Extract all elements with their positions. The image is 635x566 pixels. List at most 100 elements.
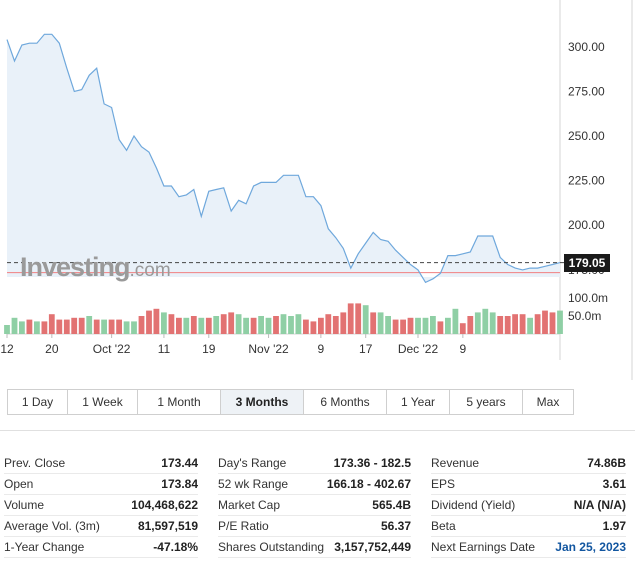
stat-value: 3,157,752,449 [334, 540, 411, 554]
volume-bar [41, 321, 48, 334]
volume-bar [11, 317, 18, 334]
volume-bar [48, 314, 55, 334]
period-1-week-button[interactable]: 1 Week [68, 390, 138, 414]
volume-bar [93, 319, 100, 334]
volume-bar [504, 316, 511, 334]
volume-bar [340, 312, 347, 334]
volume-bar [422, 317, 429, 334]
stat-label: Revenue [431, 456, 480, 470]
stat-row: Day's Range 173.36 - 182.5 [218, 453, 411, 474]
volume-bar [362, 305, 369, 334]
stats-column-1: Prev. Close 173.44 Open 173.84 Volume 104,468… [4, 453, 198, 558]
period-3-months-button[interactable]: 3 Months [221, 390, 304, 414]
stat-row: Dividend (Yield) N/A (N/A) [431, 495, 626, 516]
stats-column-3: Revenue 74.86B EPS 3.61 Dividend (Yield) N/A … [431, 453, 626, 558]
volume-bar [392, 319, 399, 334]
stat-row: Average Vol. (3m) 81,597,519 [4, 516, 198, 537]
logo-suffix: .com [129, 260, 171, 281]
price-chart[interactable]: 300.00275.00250.00225.00200.00175.00100.… [0, 0, 635, 440]
chart-canvas[interactable]: 300.00275.00250.00225.00200.00175.00100.… [0, 0, 635, 380]
stat-row: Open 173.84 [4, 474, 198, 495]
period-1-year-button[interactable]: 1 Year [387, 390, 450, 414]
volume-bar [303, 319, 309, 334]
volume-axis-tick-label: 50.0m [568, 309, 601, 323]
stat-value: 565.4B [372, 498, 411, 512]
stat-row: Prev. Close 173.44 [4, 453, 198, 474]
volume-bar [557, 310, 563, 334]
stat-value[interactable]: Jan 25, 2023 [555, 540, 626, 554]
y-axis-tick-label: 275.00 [568, 84, 605, 98]
stat-row: Volume 104,468,622 [4, 495, 198, 516]
stat-row: 52 wk Range 166.18 - 402.67 [218, 474, 411, 495]
stat-value: 173.84 [161, 477, 198, 491]
volume-bar [116, 319, 122, 334]
volume-bar [78, 317, 85, 334]
volume-bar [123, 321, 130, 334]
stat-label: Prev. Close [4, 456, 66, 470]
stat-value: 173.36 - 182.5 [333, 456, 411, 470]
stat-label: Average Vol. (3m) [4, 519, 100, 533]
stat-value: 3.61 [602, 477, 626, 491]
x-axis-tick-label: 19 [202, 342, 216, 356]
volume-bar [176, 317, 182, 334]
stat-value: 74.86B [587, 456, 626, 470]
volume-bar [138, 316, 145, 334]
volume-bar [482, 308, 489, 334]
volume-bar [385, 316, 391, 334]
last-price-tag: 179.05 [564, 253, 610, 272]
volume-bar [56, 319, 63, 334]
volume-bar [497, 316, 504, 334]
x-axis-tick-label: Dec '22 [398, 342, 439, 356]
volume-bar [63, 319, 70, 334]
stat-label: Day's Range [218, 456, 287, 470]
volume-bar [452, 308, 459, 334]
volume-bar [228, 312, 235, 334]
period-6-months-button[interactable]: 6 Months [304, 390, 387, 414]
volume-bar [250, 317, 257, 334]
volume-bar [459, 323, 466, 334]
volume-bar [355, 303, 362, 334]
stat-label: 1-Year Change [4, 540, 85, 554]
y-axis-tick-label: 300.00 [568, 40, 605, 54]
x-axis-tick-label: Oct '22 [93, 342, 131, 356]
volume-bar [258, 316, 264, 334]
period-max-button[interactable]: Max [536, 395, 560, 409]
volume-bar [4, 325, 10, 334]
volume-bar [265, 317, 272, 334]
volume-bar [243, 317, 249, 334]
volume-bar [205, 317, 212, 334]
y-axis-tick-label: 225.00 [568, 174, 605, 188]
period-1-month-button[interactable]: 1 Month [138, 390, 221, 414]
volume-bar [146, 310, 152, 334]
stat-value: 56.37 [380, 519, 411, 533]
stat-label: P/E Ratio [218, 519, 269, 533]
volume-bar [26, 319, 33, 334]
volume-bar [213, 316, 220, 334]
volume-bar [377, 312, 384, 334]
logo-brand: Investing [20, 252, 131, 282]
x-axis-tick-label: 17 [359, 342, 373, 356]
period-5-years-button[interactable]: 5 years [450, 390, 523, 414]
stat-row: Market Cap 565.4B [218, 495, 411, 516]
period-1-day-button[interactable]: 1 Day [8, 390, 68, 414]
volume-bar [542, 310, 548, 334]
volume-bar [332, 316, 339, 334]
volume-bar [527, 317, 533, 334]
stat-label: Shares Outstanding [218, 540, 325, 554]
stat-row: Beta 1.97 [431, 516, 626, 537]
x-axis-tick-label: Nov '22 [248, 342, 289, 356]
x-axis-tick-label: 9 [460, 342, 467, 356]
volume-bar [131, 321, 137, 334]
stat-label: 52 wk Range [218, 477, 289, 491]
volume-bar [235, 314, 242, 334]
stat-label: Open [4, 477, 34, 491]
volume-bar [168, 314, 175, 334]
stat-label: Dividend (Yield) [431, 498, 516, 512]
volume-bar [415, 317, 421, 334]
volume-axis-tick-label: 100.0m [568, 291, 608, 305]
volume-bar [430, 316, 436, 334]
stat-value: N/A (N/A) [573, 498, 626, 512]
volume-bar [86, 316, 93, 334]
volume-bar [19, 321, 25, 334]
stat-label: Next Earnings Date [431, 540, 536, 554]
